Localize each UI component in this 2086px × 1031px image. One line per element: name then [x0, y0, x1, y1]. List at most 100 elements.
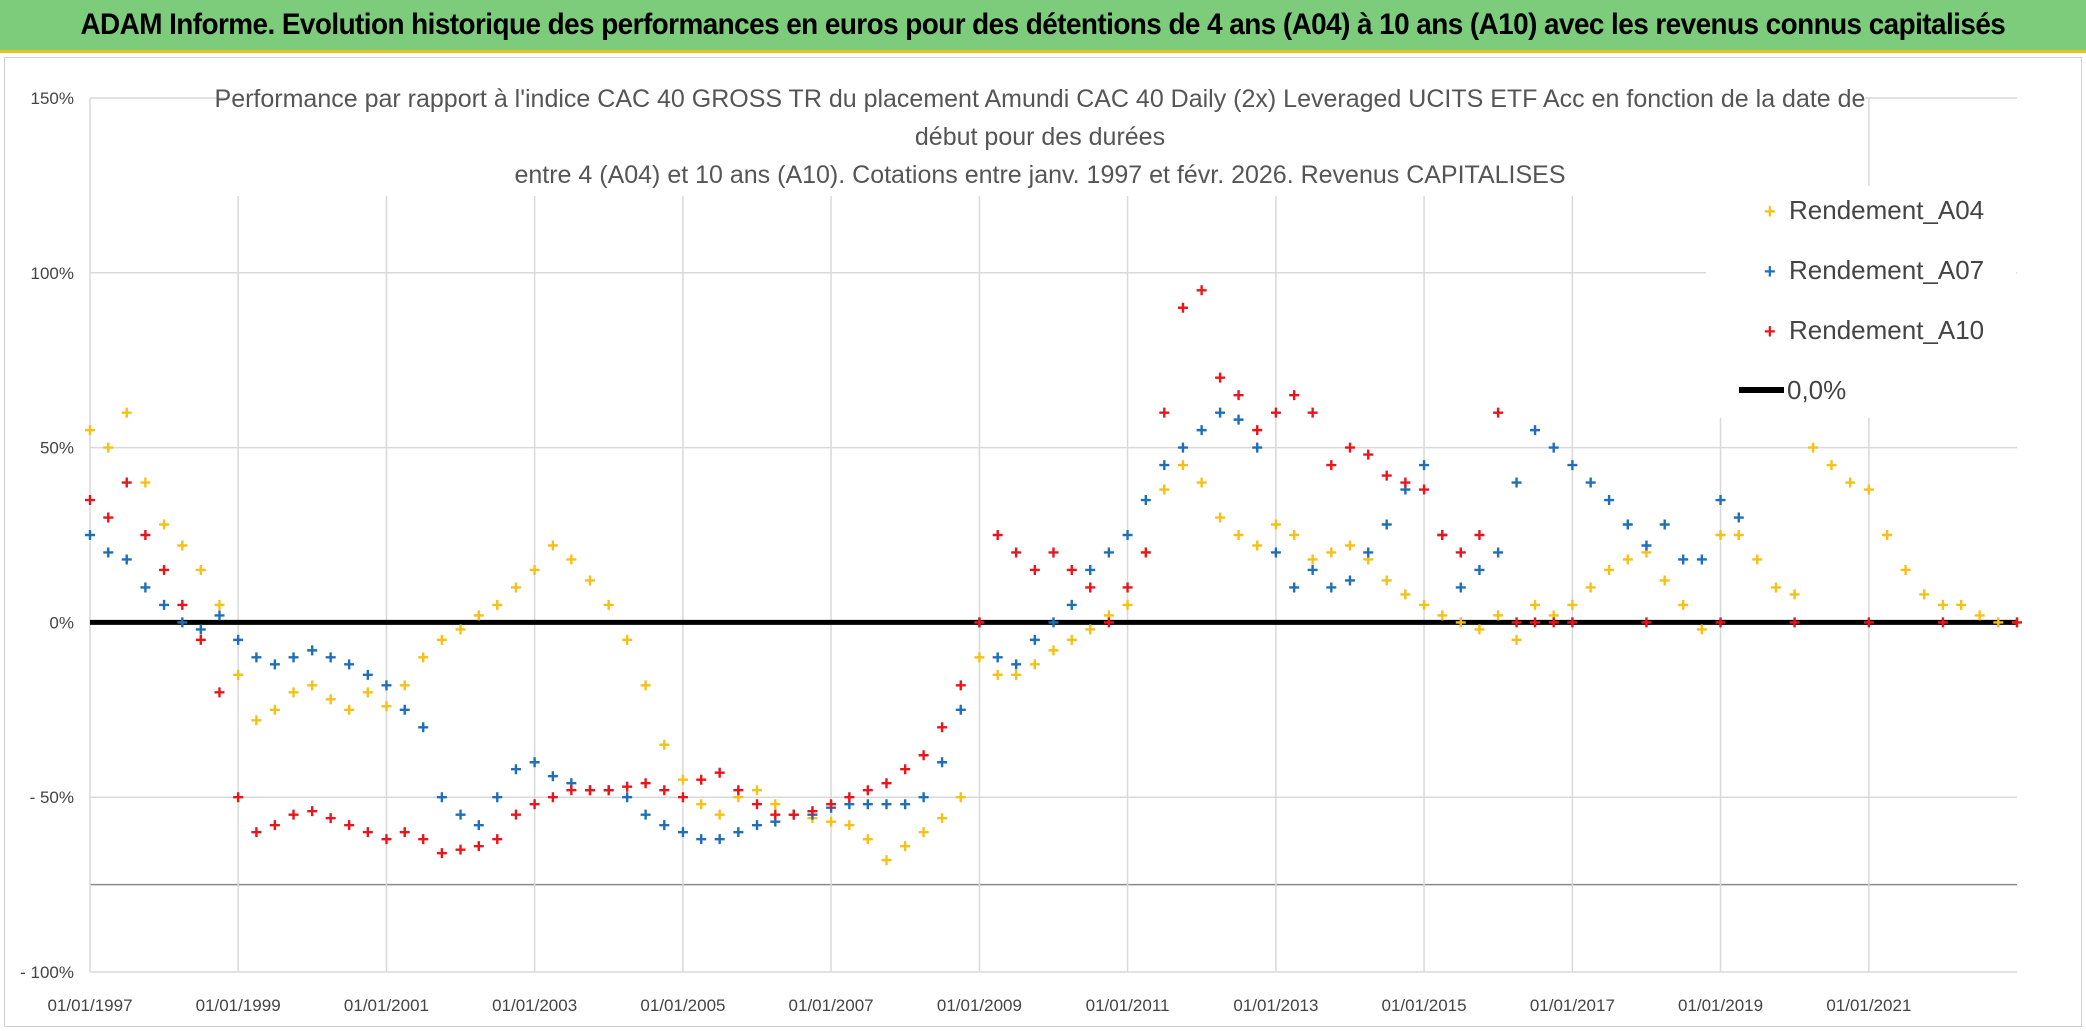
- data-point: [677, 792, 688, 803]
- data-point: [1733, 512, 1744, 523]
- data-point: [1011, 669, 1022, 680]
- data-point: [381, 701, 392, 712]
- data-point: [1252, 442, 1263, 453]
- data-point: [1066, 599, 1077, 610]
- data-point: [1659, 575, 1670, 586]
- data-point: [159, 599, 170, 610]
- data-point: [918, 792, 929, 803]
- data-point: [1789, 617, 1800, 628]
- data-point: [1381, 470, 1392, 481]
- data-point: [473, 610, 484, 621]
- data-point: [251, 652, 262, 663]
- data-point: [103, 512, 114, 523]
- x-tick-label: 01/01/2009: [937, 996, 1022, 1015]
- legend-marker-a04: +: [1764, 201, 1776, 223]
- data-point: [1363, 449, 1374, 460]
- data-point: [1956, 599, 1967, 610]
- data-point: [1789, 589, 1800, 600]
- data-point: [1678, 554, 1689, 565]
- data-point: [418, 652, 429, 663]
- data-point: [288, 687, 299, 698]
- data-point: [1455, 617, 1466, 628]
- legend-marker-a10: +: [1764, 321, 1776, 343]
- data-point: [195, 634, 206, 645]
- data-point: [510, 809, 521, 820]
- data-point: [1289, 390, 1300, 401]
- data-point: [844, 820, 855, 831]
- data-point: [862, 834, 873, 845]
- data-point: [436, 792, 447, 803]
- data-point: [1882, 530, 1893, 540]
- data-point: [1029, 634, 1040, 645]
- data-point: [1530, 599, 1541, 610]
- data-point: [696, 774, 707, 785]
- data-point: [344, 820, 355, 831]
- data-point: [1511, 477, 1522, 488]
- data-point: [492, 834, 503, 845]
- data-point: [992, 652, 1003, 663]
- data-point: [1215, 512, 1226, 523]
- data-point: [1715, 495, 1726, 506]
- y-axis-ticks: 150% 100% 50% 0% - 50% - 100%: [20, 89, 74, 982]
- data-point: [1307, 564, 1318, 575]
- data-point: [529, 799, 540, 810]
- data-point: [1196, 477, 1207, 488]
- data-point: [1307, 407, 1318, 418]
- data-point: [1455, 582, 1466, 593]
- data-point: [770, 809, 781, 820]
- data-point: [752, 799, 763, 810]
- data-point: [269, 659, 280, 670]
- report-banner: ADAM Informe. Evolution historique des p…: [0, 0, 2086, 53]
- data-point: [177, 540, 188, 551]
- x-tick-label: 01/01/2017: [1530, 996, 1615, 1015]
- data-point: [1048, 645, 1059, 656]
- data-point: [1696, 554, 1707, 565]
- data-point: [566, 554, 577, 565]
- series-rendement_a10: [85, 285, 2022, 859]
- data-point: [399, 827, 410, 838]
- data-point: [659, 820, 670, 831]
- x-tick-label: 01/01/2013: [1233, 996, 1318, 1015]
- y-tick-label: 150%: [31, 89, 74, 108]
- data-point: [473, 820, 484, 831]
- data-point: [603, 599, 614, 610]
- data-point: [1659, 519, 1670, 530]
- data-point: [900, 764, 911, 775]
- data-point: [1715, 530, 1726, 540]
- data-point: [399, 680, 410, 691]
- data-point: [1252, 425, 1263, 436]
- data-point: [881, 799, 892, 810]
- data-point: [1863, 617, 1874, 628]
- data-point: [1993, 617, 2004, 628]
- data-series: [85, 285, 2022, 866]
- data-point: [1808, 442, 1819, 453]
- data-point: [566, 785, 577, 796]
- data-point: [1919, 589, 1930, 600]
- data-point: [1159, 484, 1170, 495]
- legend-item-a07: + Rendement_A07: [1764, 255, 1984, 285]
- data-point: [436, 634, 447, 645]
- data-point: [1937, 617, 1948, 628]
- data-point: [1177, 302, 1188, 313]
- data-point: [269, 704, 280, 715]
- data-point: [195, 564, 206, 575]
- data-point: [251, 827, 262, 838]
- data-point: [233, 792, 244, 803]
- data-point: [307, 806, 318, 817]
- y-tick-label: 100%: [31, 264, 74, 283]
- data-point: [1493, 547, 1504, 558]
- data-point: [344, 659, 355, 670]
- data-point: [1085, 564, 1096, 575]
- data-point: [862, 799, 873, 810]
- data-point: [547, 792, 558, 803]
- data-point: [436, 848, 447, 859]
- x-tick-label: 01/01/2007: [789, 996, 874, 1015]
- data-point: [1233, 530, 1244, 540]
- legend-label-a10: Rendement_A10: [1789, 315, 1984, 345]
- legend-label-a07: Rendement_A07: [1789, 255, 1984, 285]
- data-point: [1307, 554, 1318, 565]
- data-point: [85, 425, 95, 436]
- data-point: [325, 813, 336, 824]
- data-point: [900, 841, 911, 852]
- data-point: [325, 694, 336, 705]
